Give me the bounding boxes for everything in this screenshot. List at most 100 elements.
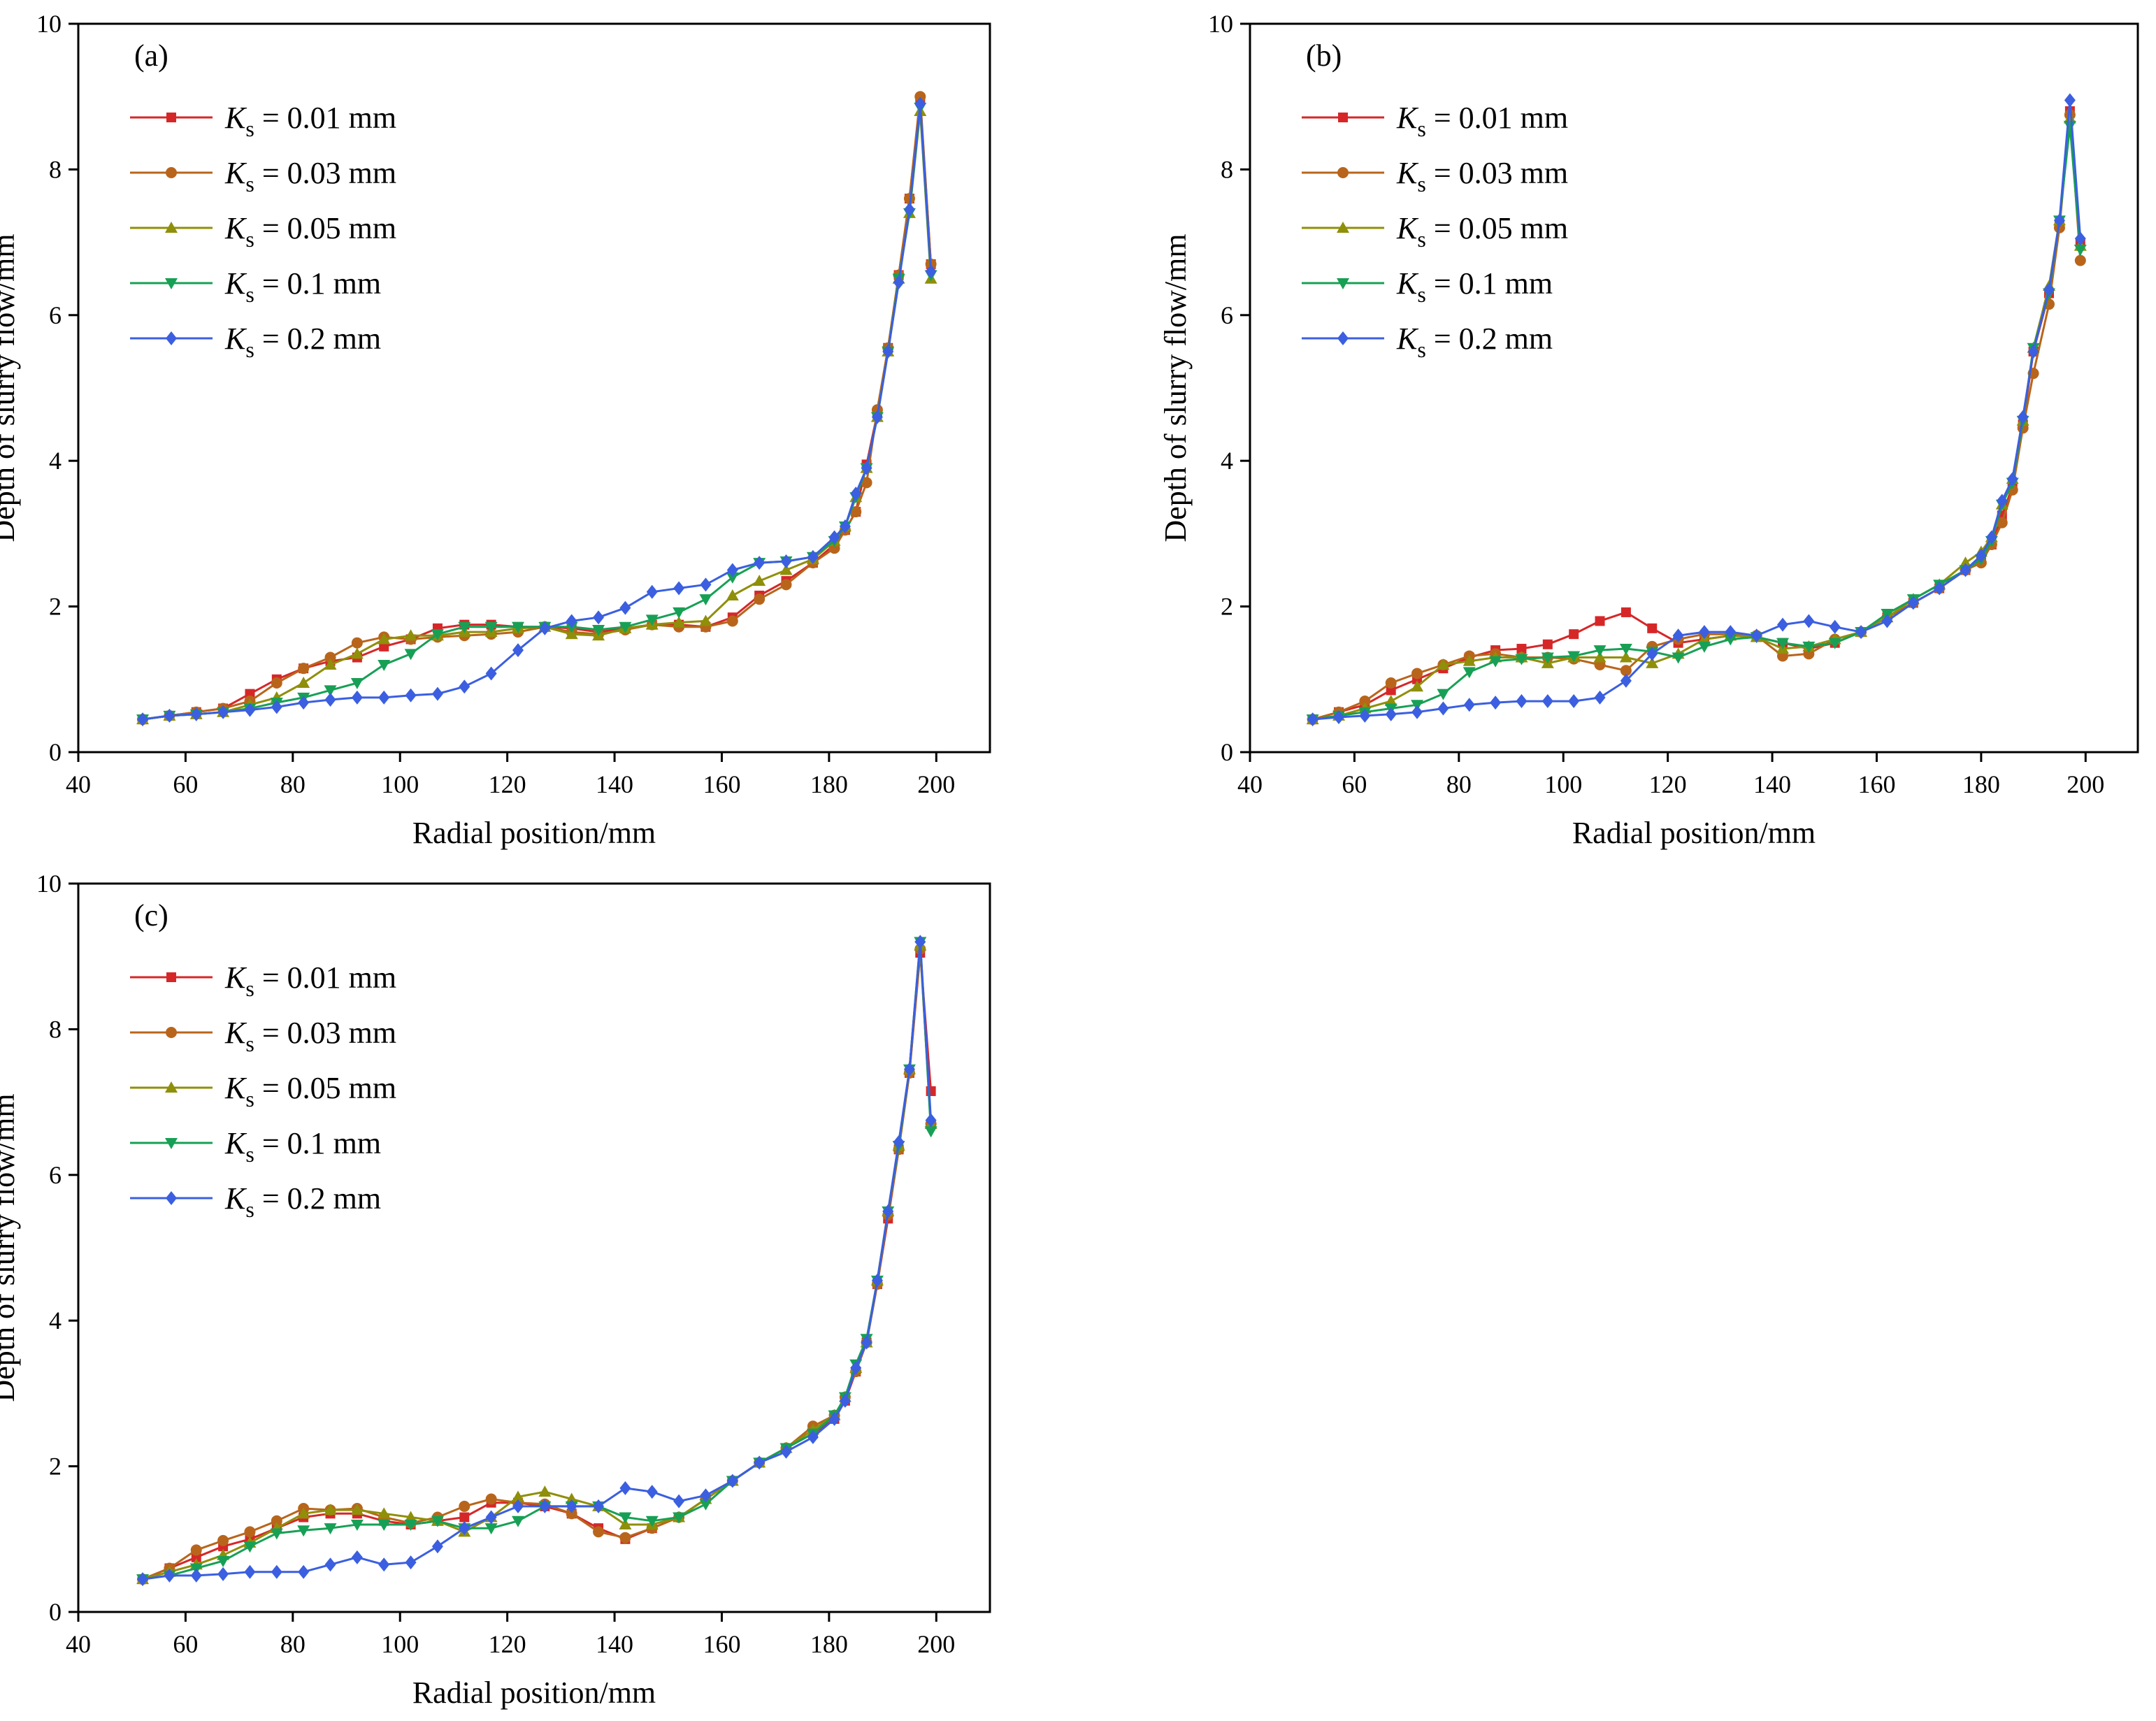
- legend-entry: Ks = 0.03 mm: [224, 1016, 396, 1056]
- data-point: [324, 692, 336, 707]
- data-point: [1725, 625, 1737, 640]
- data-point: [137, 1572, 149, 1587]
- legend-marker: [165, 1138, 178, 1149]
- data-point: [1996, 494, 2008, 508]
- y-tick-label: 10: [36, 10, 62, 38]
- data-point: [431, 1539, 443, 1554]
- y-tick-label: 10: [1208, 10, 1233, 38]
- legend-marker: [165, 222, 178, 233]
- legend-marker: [166, 1027, 177, 1038]
- data-point: [1359, 696, 1371, 707]
- data-point: [645, 1515, 659, 1527]
- data-point: [1411, 705, 1423, 719]
- x-tick-label: 180: [810, 770, 848, 798]
- data-point: [484, 1523, 498, 1535]
- data-point: [1960, 563, 1971, 577]
- data-point: [828, 1411, 840, 1426]
- data-point: [512, 1499, 524, 1513]
- y-axis-label: Depth of slurry flow/mm: [0, 233, 21, 542]
- series-5: [137, 96, 937, 727]
- legend-marker: [1337, 167, 1349, 178]
- data-point: [925, 264, 937, 279]
- x-tick-label: 80: [280, 1630, 306, 1658]
- data-point: [1803, 614, 1815, 628]
- legend-marker: [165, 278, 178, 289]
- x-tick-label: 60: [173, 770, 198, 798]
- data-point: [893, 275, 905, 289]
- data-point: [1881, 614, 1893, 628]
- data-point: [779, 563, 793, 575]
- y-tick-label: 0: [49, 1598, 62, 1626]
- data-point: [1594, 690, 1606, 705]
- data-point: [324, 658, 337, 670]
- panel-label: (c): [134, 898, 168, 932]
- legend-marker: [1337, 331, 1349, 345]
- data-point: [1541, 652, 1554, 664]
- data-point: [217, 1556, 230, 1568]
- data-point: [404, 1519, 417, 1531]
- data-point: [780, 579, 792, 591]
- data-point: [324, 1504, 337, 1515]
- x-tick-label: 140: [1753, 770, 1791, 798]
- data-point: [511, 621, 524, 633]
- y-tick-label: 10: [36, 870, 62, 898]
- data-point: [378, 1507, 391, 1519]
- data-point: [925, 1113, 937, 1128]
- y-tick-label: 2: [1221, 593, 1233, 621]
- data-point: [217, 705, 229, 719]
- data-point: [1672, 652, 1685, 664]
- data-point: [244, 1564, 256, 1579]
- data-point: [378, 659, 391, 671]
- legend-entry: Ks = 0.2 mm: [1396, 322, 1553, 362]
- data-point: [871, 1273, 883, 1288]
- chart-panel-1: 40 60 80 100 120 140 160 180 200 0 2 4 6 8 10 Radial po…: [0, 10, 991, 850]
- data-point: [861, 461, 872, 475]
- data-point: [565, 628, 578, 640]
- data-point: [1384, 695, 1397, 707]
- data-point: [1490, 696, 1502, 710]
- x-tick-label: 40: [66, 1630, 91, 1658]
- data-point: [1907, 596, 1919, 610]
- y-axis-label: Depth of slurry flow/mm: [1158, 233, 1193, 542]
- data-point: [903, 202, 915, 217]
- x-tick-label: 200: [917, 770, 955, 798]
- legend-marker: [166, 167, 177, 178]
- data-point: [565, 1492, 578, 1504]
- data-point: [1385, 707, 1397, 721]
- plot-frame: [1249, 22, 2139, 754]
- data-point: [271, 677, 282, 689]
- data-point: [1724, 634, 1737, 646]
- data-point: [566, 1508, 577, 1520]
- x-tick-label: 80: [280, 770, 306, 798]
- data-point: [1567, 651, 1581, 663]
- legend-entry: Ks = 0.01 mm: [224, 101, 396, 141]
- data-point: [271, 700, 282, 714]
- data-point: [780, 554, 792, 568]
- data-point: [324, 1523, 337, 1535]
- data-point: [2063, 120, 2076, 132]
- data-point: [753, 575, 766, 586]
- legend-marker: [166, 1191, 177, 1205]
- data-point: [593, 1499, 605, 1513]
- x-tick-label: 40: [66, 770, 91, 798]
- data-point: [485, 1493, 497, 1505]
- y-tick-label: 8: [49, 155, 62, 183]
- legend-entry: Ks = 0.01 mm: [224, 960, 396, 1001]
- data-point: [405, 1555, 417, 1570]
- data-point: [244, 703, 256, 717]
- data-point: [1593, 645, 1607, 657]
- data-point: [1541, 694, 1553, 709]
- data-point: [1619, 651, 1632, 663]
- y-tick-label: 8: [1221, 155, 1233, 183]
- data-point: [619, 1532, 631, 1543]
- series-5: [137, 935, 937, 1587]
- data-point: [164, 1568, 175, 1583]
- data-point: [1959, 556, 1972, 568]
- data-point: [350, 678, 364, 690]
- legend-marker: [165, 1081, 178, 1093]
- data-point: [893, 1135, 905, 1149]
- data-point: [270, 1528, 283, 1540]
- data-point: [297, 1507, 310, 1519]
- x-axis-label: Radial position/mm: [1572, 816, 1816, 850]
- data-point: [2074, 231, 2086, 246]
